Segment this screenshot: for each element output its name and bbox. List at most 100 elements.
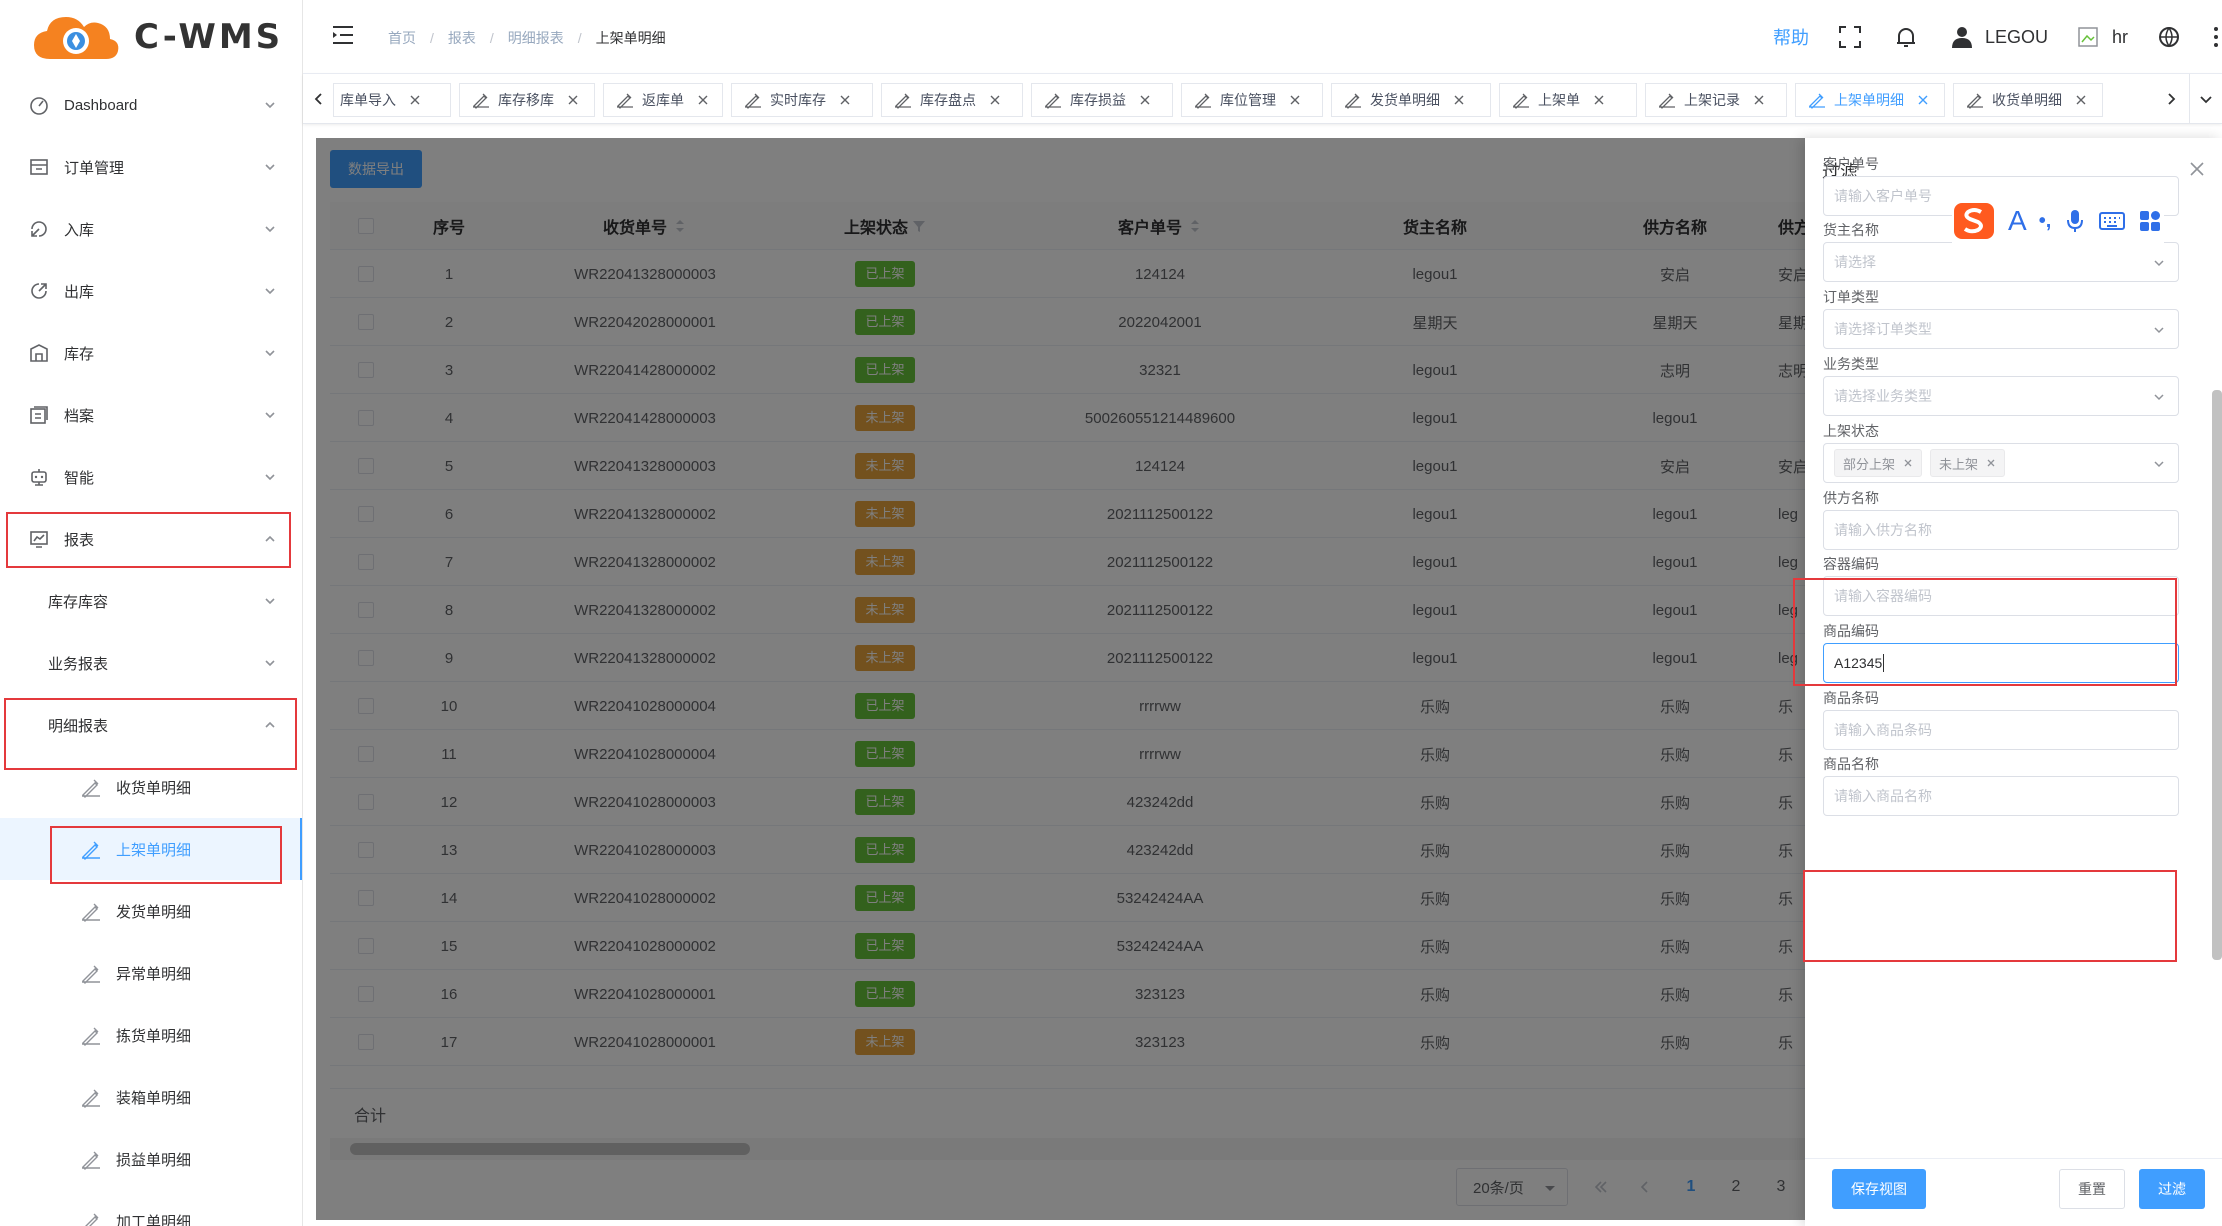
close-icon[interactable] — [2074, 93, 2088, 107]
close-icon[interactable] — [696, 93, 710, 107]
sidebar-item-business-reports[interactable]: 业务报表 — [0, 632, 302, 694]
help-link[interactable]: 帮助 — [1772, 28, 1809, 48]
ime-toolbar: A •, — [1952, 198, 2164, 244]
drawer-modal-overlay[interactable] — [316, 138, 1818, 1220]
drawer-scrollbar-thumb[interactable] — [2212, 390, 2222, 960]
sidebar-item-orders[interactable]: 订单管理 — [0, 136, 302, 198]
field-placeholder: 请输入商品条码 — [1834, 722, 1932, 738]
status-tag: 未上架 — [1930, 449, 2006, 477]
tab-1[interactable]: 库单导入 — [333, 83, 451, 117]
container-code-input[interactable]: 请输入容器编码 — [1823, 576, 2179, 616]
sidebar-item-profitloss-detail[interactable]: 损益单明细 — [0, 1128, 302, 1190]
dashboard-icon — [30, 97, 48, 115]
brand-logo[interactable]: C-WMS — [0, 0, 302, 74]
microphone-icon[interactable] — [2065, 208, 2085, 234]
tab-10[interactable]: 上架记录 — [1645, 83, 1787, 117]
close-icon[interactable] — [1138, 93, 1152, 107]
sidebar-item-capacity[interactable]: 库存库容 — [0, 570, 302, 632]
close-icon[interactable] — [566, 93, 580, 107]
ime-punctuation-toggle[interactable]: •, — [2038, 209, 2052, 232]
tab-8[interactable]: 发货单明细 — [1331, 83, 1491, 117]
close-icon[interactable] — [838, 93, 852, 107]
sogou-logo-icon[interactable] — [1952, 199, 1996, 243]
toolbox-grid-icon[interactable] — [2139, 210, 2161, 232]
sidebar-item-label: 加工单明细 — [116, 1213, 192, 1226]
pencil-ruler-icon — [85, 1213, 99, 1226]
pencil-ruler-icon — [82, 841, 100, 860]
avatar-broken-image-icon[interactable] — [2076, 24, 2102, 50]
sidebar-item-packing-detail[interactable]: 装箱单明细 — [0, 1066, 302, 1128]
tab-7[interactable]: 库位管理 — [1181, 83, 1323, 117]
tabs-scroll-left[interactable] — [303, 74, 335, 124]
ime-chinese-english-toggle[interactable]: A — [2008, 205, 2027, 236]
pencil-ruler-icon — [1809, 93, 1825, 109]
owner-name-select[interactable]: 请选择 — [1823, 242, 2179, 282]
sidebar-item-archive[interactable]: 档案 — [0, 384, 302, 446]
bell-icon[interactable] — [1893, 24, 1919, 50]
tabs-more-dropdown[interactable] — [2189, 74, 2221, 124]
chevron-down-icon — [265, 350, 275, 357]
close-icon[interactable] — [1592, 93, 1606, 107]
sidebar-item-shipping-detail[interactable]: 发货单明细 — [0, 880, 302, 942]
more-vertical-icon[interactable] — [2212, 24, 2220, 50]
user2-label[interactable]: hr — [2111, 26, 2128, 47]
sidebar-item-inbound[interactable]: 入库 — [0, 198, 302, 260]
tab-3[interactable]: 返库单 — [603, 83, 723, 117]
tab-9[interactable]: 上架单 — [1499, 83, 1637, 117]
breadcrumb-home[interactable]: 首页 — [388, 30, 416, 46]
tab-2[interactable]: 库存移库 — [459, 83, 595, 117]
sidebar-item-picking-detail[interactable]: 拣货单明细 — [0, 1004, 302, 1066]
keyboard-icon[interactable] — [2099, 211, 2126, 231]
close-icon[interactable] — [408, 93, 422, 107]
pencil-ruler-icon — [473, 93, 489, 109]
business-type-select[interactable]: 请选择业务类型 — [1823, 376, 2179, 416]
save-view-button[interactable]: 保存视图 — [1832, 1169, 1926, 1209]
sidebar-item-inventory[interactable]: 库存 — [0, 322, 302, 384]
user-icon[interactable] — [1949, 24, 1975, 50]
sidebar-item-reports[interactable]: 报表 — [0, 508, 302, 570]
sidebar-item-smart[interactable]: 智能 — [0, 446, 302, 508]
sku-code-input[interactable]: A12345 — [1823, 643, 2179, 683]
sidebar-item-processing-detail[interactable]: 加工单明细 — [0, 1190, 302, 1226]
supplier-name-input[interactable]: 请输入供方名称 — [1823, 510, 2179, 550]
close-icon[interactable] — [1752, 93, 1766, 107]
tab-4[interactable]: 实时库存 — [731, 83, 873, 117]
chevron-down-icon — [265, 288, 275, 295]
close-icon[interactable] — [1452, 93, 1466, 107]
close-icon[interactable] — [2188, 160, 2206, 178]
sidebar-item-outbound[interactable]: 出库 — [0, 260, 302, 322]
menu-fold-icon[interactable] — [331, 24, 355, 46]
tab-11[interactable]: 上架单明细 — [1795, 83, 1945, 117]
putaway-status-select[interactable]: 部分上架 未上架 — [1823, 443, 2179, 483]
reset-button[interactable]: 重置 — [2059, 1169, 2125, 1209]
close-icon[interactable] — [988, 93, 1002, 107]
field-placeholder: 请输入商品名称 — [1834, 788, 1932, 804]
sidebar-item-dashboard[interactable]: Dashboard — [0, 74, 302, 136]
close-icon[interactable] — [1986, 458, 1996, 468]
archive-icon — [30, 406, 48, 424]
globe-icon[interactable] — [2156, 24, 2182, 50]
sidebar-item-exception-detail[interactable]: 异常单明细 — [0, 942, 302, 1004]
pencil-ruler-icon — [1195, 93, 1211, 109]
tabs-scroll-right[interactable] — [2155, 74, 2187, 124]
sku-barcode-input[interactable]: 请输入商品条码 — [1823, 710, 2179, 750]
sidebar-item-putaway-detail[interactable]: 上架单明细 — [0, 818, 302, 880]
fullscreen-icon[interactable] — [1837, 24, 1863, 50]
breadcrumb-detail-reports[interactable]: 明细报表 — [507, 30, 564, 46]
sidebar-item-receipt-detail[interactable]: 收货单明细 — [0, 756, 302, 818]
apply-filter-button[interactable]: 过滤 — [2139, 1169, 2205, 1209]
close-icon[interactable] — [1288, 93, 1302, 107]
username-label[interactable]: LEGOU — [1984, 26, 2048, 47]
tab-12[interactable]: 收货单明细 — [1953, 83, 2103, 117]
close-icon[interactable] — [1916, 93, 1930, 107]
highlight-box-sku — [1803, 870, 2177, 962]
chevron-down-icon — [265, 102, 275, 109]
close-icon[interactable] — [1903, 458, 1913, 468]
tab-5[interactable]: 库存盘点 — [881, 83, 1023, 117]
sidebar-item-detail-reports[interactable]: 明细报表 — [0, 694, 302, 756]
tab-6[interactable]: 库存损益 — [1031, 83, 1173, 117]
order-type-select[interactable]: 请选择订单类型 — [1823, 309, 2179, 349]
sku-name-input[interactable]: 请输入商品名称 — [1823, 776, 2179, 816]
field-label-owner-name: 货主名称 — [1823, 222, 1879, 238]
breadcrumb-reports[interactable]: 报表 — [447, 30, 476, 46]
